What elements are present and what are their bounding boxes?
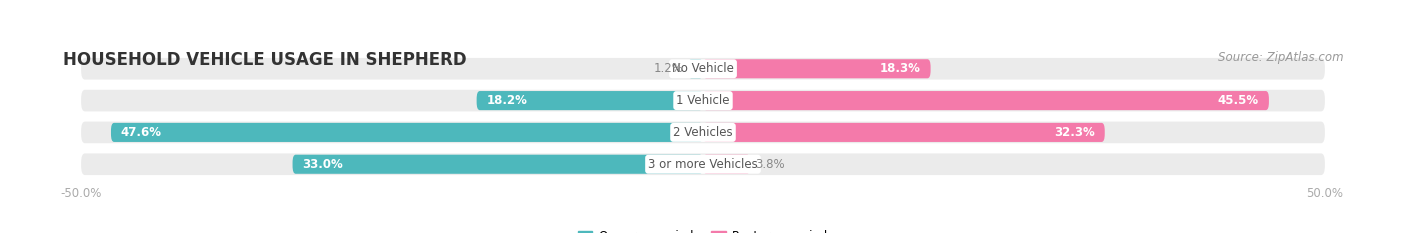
Text: 1 Vehicle: 1 Vehicle <box>676 94 730 107</box>
Text: 32.3%: 32.3% <box>1054 126 1095 139</box>
FancyBboxPatch shape <box>82 153 1324 175</box>
Text: 1.2%: 1.2% <box>654 62 683 75</box>
Text: No Vehicle: No Vehicle <box>672 62 734 75</box>
FancyBboxPatch shape <box>703 91 1268 110</box>
Text: Source: ZipAtlas.com: Source: ZipAtlas.com <box>1218 51 1343 64</box>
Text: 47.6%: 47.6% <box>121 126 162 139</box>
FancyBboxPatch shape <box>292 155 703 174</box>
FancyBboxPatch shape <box>703 155 751 174</box>
Legend: Owner-occupied, Renter-occupied: Owner-occupied, Renter-occupied <box>574 225 832 233</box>
FancyBboxPatch shape <box>111 123 703 142</box>
Text: 45.5%: 45.5% <box>1218 94 1258 107</box>
FancyBboxPatch shape <box>688 59 703 78</box>
Text: 3.8%: 3.8% <box>755 158 785 171</box>
Text: 18.3%: 18.3% <box>880 62 921 75</box>
FancyBboxPatch shape <box>703 123 1105 142</box>
Text: 2 Vehicles: 2 Vehicles <box>673 126 733 139</box>
Text: 33.0%: 33.0% <box>302 158 343 171</box>
Text: 18.2%: 18.2% <box>486 94 527 107</box>
Text: HOUSEHOLD VEHICLE USAGE IN SHEPHERD: HOUSEHOLD VEHICLE USAGE IN SHEPHERD <box>63 51 467 69</box>
FancyBboxPatch shape <box>82 90 1324 111</box>
FancyBboxPatch shape <box>477 91 703 110</box>
FancyBboxPatch shape <box>82 122 1324 143</box>
FancyBboxPatch shape <box>82 58 1324 80</box>
Text: 3 or more Vehicles: 3 or more Vehicles <box>648 158 758 171</box>
FancyBboxPatch shape <box>703 59 931 78</box>
